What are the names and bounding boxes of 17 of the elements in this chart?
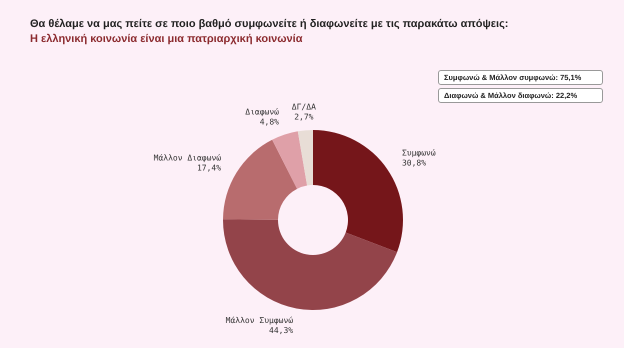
slice-label: Μάλλον Συμφωνώ: [226, 316, 294, 326]
slice-label: Συμφωνώ: [402, 148, 436, 158]
chart-subtitle: Η ελληνική κοινωνία είναι μια πατριαρχική κοινωνία: [30, 33, 302, 45]
data-label: 2,7%: [294, 112, 314, 122]
donut-slice: [272, 131, 308, 189]
donut-slice: [313, 130, 403, 252]
donut-slice: [298, 130, 313, 186]
data-label: 30,8%: [402, 158, 426, 168]
data-label: 17,4%: [197, 163, 222, 172]
slice-label: Μάλλον Διαφωνώ: [154, 153, 222, 162]
data-label: 44,3%: [269, 326, 294, 336]
slice-label: ΔΓ/ΔΑ: [292, 102, 316, 112]
slice-label: Διαφωνώ: [245, 108, 280, 116]
donut-slice: [223, 219, 398, 310]
chart-title: Θα θέλαμε να μας πείτε σε ποιο βαθμό συμφωνείτε ή διαφωνείτε με τις παρακάτω απόψεις:: [30, 18, 508, 30]
data-label: 4,8%: [260, 118, 280, 126]
donut-slice: [223, 140, 298, 220]
